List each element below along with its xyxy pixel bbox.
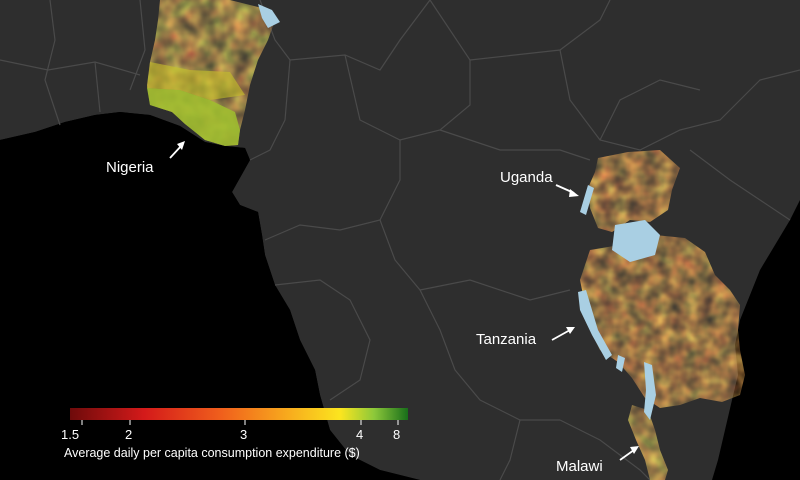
lake-albert [580, 185, 594, 215]
lake-victoria [612, 220, 660, 262]
uganda-choropleth [588, 150, 680, 232]
legend-tick-marks [81, 420, 399, 425]
legend-tick-2: 2 [125, 427, 132, 442]
lake-chad [258, 4, 280, 28]
label-nigeria: Nigeria [106, 159, 154, 176]
legend-title: Average daily per capita consumption exp… [64, 446, 360, 460]
lake-tanganyika [578, 290, 612, 360]
lake-rukwa [616, 355, 625, 372]
label-tanzania: Tanzania [476, 331, 537, 348]
label-uganda: Uganda [500, 169, 553, 186]
label-arrows [169, 141, 639, 461]
gulf-of-guinea [0, 112, 420, 480]
legend: 1.5 2 3 4 8 Average daily per capita con… [61, 408, 408, 460]
label-malawi: Malawi [556, 458, 603, 475]
legend-tick-3: 3 [240, 427, 247, 442]
legend-tick-1: 1.5 [61, 427, 79, 442]
legend-tick-4: 4 [356, 427, 363, 442]
malawi-choropleth [628, 405, 668, 480]
lake-malawi [644, 362, 656, 420]
legend-tick-5: 8 [393, 427, 400, 442]
nigeria-choropleth [147, 0, 275, 146]
indian-ocean [712, 200, 800, 480]
legend-gradient-bar [70, 408, 408, 420]
